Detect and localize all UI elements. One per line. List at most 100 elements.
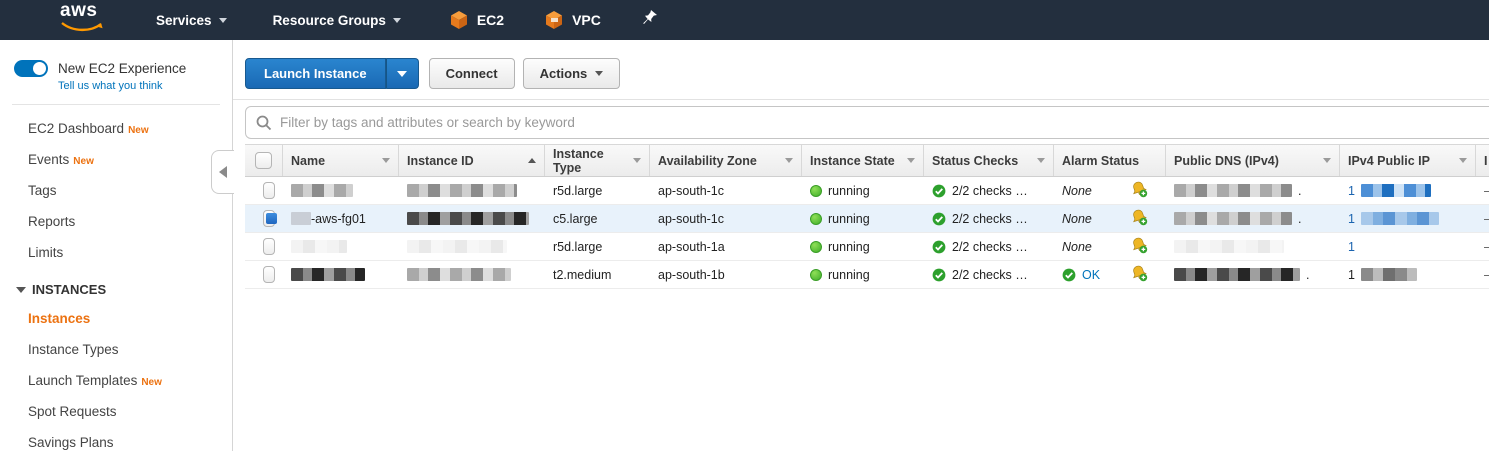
sort-caret-icon [1459, 158, 1467, 163]
redacted-instance-id [407, 268, 511, 281]
sidebar-collapse-button[interactable] [211, 150, 234, 194]
column-header-clipped[interactable]: I [1476, 145, 1489, 176]
pin-toolbar-icon[interactable] [641, 8, 659, 33]
row-checkbox[interactable] [263, 238, 275, 255]
redacted-name [291, 268, 365, 281]
redacted-public-dns [1174, 212, 1292, 225]
row-checkbox-checked[interactable] [263, 210, 277, 227]
redacted-public-dns [1174, 240, 1284, 253]
nav-services-menu[interactable]: Services [156, 13, 227, 28]
column-header-instance-id[interactable]: Instance ID [399, 145, 545, 176]
table-row[interactable]: r5d.large ap-south-1c running 2/2 checks… [245, 177, 1489, 205]
feedback-link[interactable]: Tell us what you think [58, 80, 163, 92]
table-row[interactable]: t2.medium ap-south-1b running 2/2 checks… [245, 261, 1489, 289]
aws-logo[interactable]: aws [60, 0, 106, 37]
chevron-down-icon [218, 17, 227, 23]
chevron-down-icon [397, 70, 408, 77]
table-row-selected[interactable]: -aws-fg01 c5.large ap-south-1c running 2… [245, 205, 1489, 233]
column-header-instance-type[interactable]: Instance Type [545, 145, 650, 176]
redacted-instance-id [407, 212, 529, 225]
select-all-header[interactable] [245, 145, 283, 176]
sort-caret-icon [907, 158, 915, 163]
create-alarm-bell-icon[interactable] [1130, 208, 1148, 229]
new-badge: New [128, 125, 149, 136]
redacted-name [291, 184, 353, 197]
redacted-public-dns [1174, 268, 1300, 281]
sidebar-item-limits[interactable]: Limits [28, 245, 64, 260]
redacted-name-prefix [291, 212, 311, 225]
redacted-public-ip [1360, 184, 1431, 197]
sidebar: New EC2 Experience Tell us what you thin… [0, 40, 233, 451]
status-ok-icon [932, 240, 946, 253]
filter-panel [233, 99, 1489, 144]
sidebar-item-savings-plans[interactable]: Savings Plans [28, 435, 114, 450]
redacted-public-ip [1360, 212, 1439, 225]
aws-smile-icon [61, 22, 103, 32]
create-alarm-bell-icon[interactable] [1130, 236, 1148, 257]
launch-instance-button[interactable]: Launch Instance [245, 58, 386, 89]
triangle-down-icon [16, 286, 26, 293]
create-alarm-bell-icon[interactable] [1130, 180, 1148, 201]
running-state-icon [810, 268, 822, 281]
chevron-down-icon [392, 17, 401, 23]
triangle-left-icon [219, 166, 227, 178]
top-navigation: aws Services Resource Groups EC2 VPC [0, 0, 1489, 40]
instance-toolbar: Launch Instance Connect Actions [245, 58, 621, 89]
chevron-down-icon [595, 71, 604, 76]
filter-search-box[interactable] [245, 106, 1489, 139]
sidebar-item-launch-templates[interactable]: Launch Templates New [28, 373, 162, 388]
aws-logo-text: aws [60, 0, 98, 21]
launch-instance-dropdown-button[interactable] [385, 58, 419, 89]
vpc-service-icon [546, 11, 563, 29]
column-header-availability-zone[interactable]: Availability Zone [650, 145, 802, 176]
alarm-ok-link[interactable]: OK [1082, 267, 1101, 282]
redacted-public-dns [1174, 184, 1292, 197]
new-experience-toggle[interactable] [14, 60, 48, 77]
sidebar-section-instances[interactable]: INSTANCES [0, 268, 232, 303]
table-row[interactable]: r5d.large ap-south-1a running 2/2 checks… [245, 233, 1489, 261]
nav-shortcut-vpc[interactable]: VPC [544, 10, 601, 30]
row-checkbox[interactable] [263, 182, 275, 199]
status-ok-icon [932, 212, 946, 225]
select-all-checkbox[interactable] [255, 152, 272, 169]
sort-caret-icon [633, 158, 641, 163]
sidebar-item-instance-types[interactable]: Instance Types [28, 342, 119, 357]
filter-search-input[interactable] [280, 115, 1380, 130]
instances-table: Name Instance ID Instance Type Availabil… [233, 144, 1489, 451]
running-state-icon [810, 212, 822, 225]
row-checkbox[interactable] [263, 266, 275, 283]
connect-button[interactable]: Connect [428, 58, 515, 89]
actions-dropdown-button[interactable]: Actions [522, 58, 621, 89]
sidebar-item-spot-requests[interactable]: Spot Requests [28, 404, 117, 419]
sort-caret-icon [382, 158, 390, 163]
column-header-public-dns[interactable]: Public DNS (IPv4) [1166, 145, 1340, 176]
new-badge: New [73, 156, 94, 167]
status-ok-icon [932, 184, 946, 197]
status-ok-icon [932, 268, 946, 281]
sort-ascending-icon [528, 158, 536, 163]
nav-shortcut-ec2[interactable]: EC2 [449, 10, 504, 30]
sort-caret-icon [785, 158, 793, 163]
running-state-icon [810, 240, 822, 253]
create-alarm-bell-icon[interactable] [1130, 264, 1148, 285]
sort-caret-icon [1323, 158, 1331, 163]
sidebar-item-reports[interactable]: Reports [28, 214, 76, 229]
toggle-knob [33, 62, 46, 75]
sort-caret-icon [1037, 158, 1045, 163]
redacted-name [291, 240, 347, 253]
column-header-name[interactable]: Name [283, 145, 399, 176]
redacted-instance-id [407, 184, 517, 197]
column-header-instance-state[interactable]: Instance State [802, 145, 924, 176]
sidebar-item-events[interactable]: Events New [28, 152, 94, 167]
nav-resource-groups-menu[interactable]: Resource Groups [273, 13, 401, 28]
alarm-ok-icon [1062, 268, 1076, 281]
ec2-service-icon [450, 11, 467, 29]
sidebar-item-instances[interactable]: Instances [28, 311, 91, 326]
sidebar-item-tags[interactable]: Tags [28, 183, 57, 198]
column-header-status-checks[interactable]: Status Checks [924, 145, 1054, 176]
sidebar-item-ec2-dashboard[interactable]: EC2 Dashboard New [28, 121, 149, 136]
search-icon [256, 115, 272, 130]
redacted-public-ip [1360, 268, 1417, 281]
column-header-ipv4-public-ip[interactable]: IPv4 Public IP [1340, 145, 1476, 176]
column-header-alarm-status[interactable]: Alarm Status [1054, 145, 1166, 176]
